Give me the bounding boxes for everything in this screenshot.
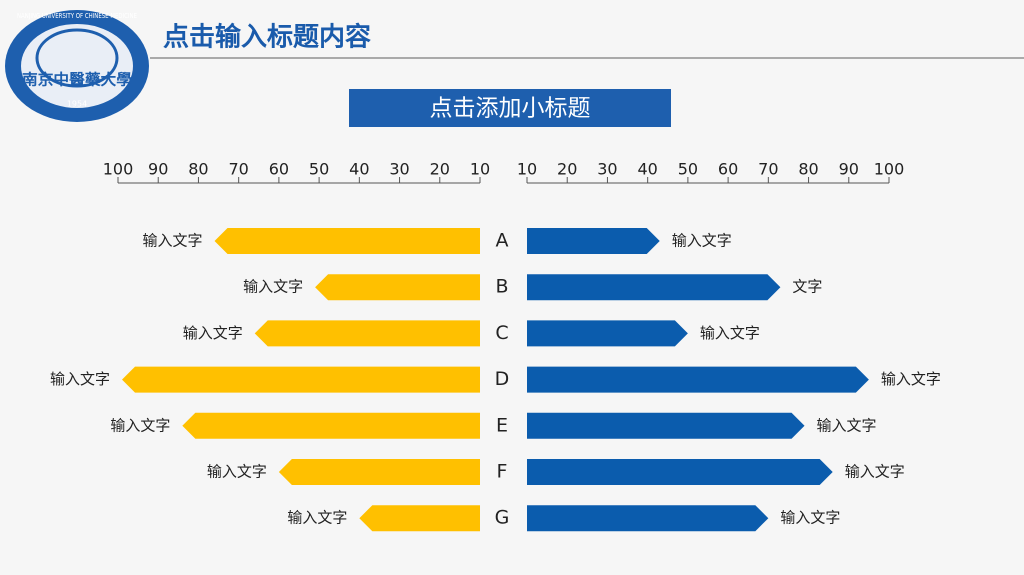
x-tick-label: 50 <box>309 160 329 179</box>
bar <box>527 505 769 532</box>
logo-ring-text: NANJING UNIVERSITY OF CHINESE MEDICINE <box>17 12 137 20</box>
x-tick-label: 40 <box>349 160 369 179</box>
x-tick-label: 10 <box>517 160 537 179</box>
bar <box>254 320 480 347</box>
x-tick-label: 70 <box>758 160 778 179</box>
bar <box>278 459 480 485</box>
bar <box>359 505 480 532</box>
subtitle: 点击添加小标题 <box>430 96 591 122</box>
category-label: B <box>495 276 508 298</box>
bar-label: 输入文字 <box>110 416 170 434</box>
bar-label: 输入文字 <box>817 416 877 434</box>
bar <box>214 228 481 254</box>
logo-year: 1954 <box>67 100 87 109</box>
bar-label: 输入文字 <box>700 324 760 342</box>
x-tick-label: 90 <box>839 160 859 179</box>
x-tick-label: 10 <box>470 160 490 179</box>
x-tick-label: 60 <box>269 160 289 179</box>
bar-label: 输入文字 <box>183 324 243 342</box>
bar <box>527 320 688 347</box>
x-tick-label: 30 <box>597 160 617 179</box>
bar <box>527 459 833 485</box>
category-label: G <box>495 507 510 529</box>
x-tick-label: 70 <box>228 160 248 179</box>
x-tick-label: 30 <box>389 160 409 179</box>
bar <box>527 274 781 301</box>
category-label: E <box>496 414 508 436</box>
logo-inner <box>21 24 133 108</box>
category-label: F <box>497 461 508 483</box>
bar-label: 输入文字 <box>207 463 267 481</box>
category-label: C <box>495 322 508 344</box>
bar-label: 输入文字 <box>50 370 110 388</box>
bar-label: 输入文字 <box>881 370 941 388</box>
logo-globe <box>35 28 119 88</box>
bar <box>527 412 805 439</box>
logo-name: 南京中醫藥大學 <box>22 71 132 89</box>
bar-label: 输入文字 <box>845 463 905 481</box>
bar <box>182 412 480 439</box>
bar-label: 输入文字 <box>287 509 347 527</box>
bar-label: 输入文字 <box>672 232 732 250</box>
bar <box>315 274 480 301</box>
bar-label: 输入文字 <box>243 278 303 296</box>
x-tick-label: 80 <box>798 160 818 179</box>
bar <box>527 366 869 393</box>
bar-label: 输入文字 <box>143 232 203 250</box>
x-tick-label: 100 <box>874 160 905 179</box>
x-tick-label: 100 <box>103 160 134 179</box>
x-tick-label: 20 <box>557 160 577 179</box>
category-label: D <box>495 368 510 390</box>
bar <box>527 228 660 254</box>
category-label: A <box>496 230 509 252</box>
subtitle-box <box>349 89 671 127</box>
x-tick-label: 60 <box>718 160 738 179</box>
x-tick-label: 80 <box>188 160 208 179</box>
x-tick-label: 20 <box>430 160 450 179</box>
x-tick-label: 40 <box>637 160 657 179</box>
logo: NANJING UNIVERSITY OF CHINESE MEDICINE 南… <box>5 10 149 122</box>
slide-title: 点击输入标题内容 <box>163 22 371 53</box>
chart: 10 20 30 40 50 60 70 80 90 100 10 20 30 40 50 60 70 80 90 1… <box>50 160 941 532</box>
bar-label: 文字 <box>792 278 822 296</box>
bar-label: 输入文字 <box>780 509 840 527</box>
x-tick-label: 90 <box>148 160 168 179</box>
bar <box>122 366 481 393</box>
x-tick-label: 50 <box>678 160 698 179</box>
